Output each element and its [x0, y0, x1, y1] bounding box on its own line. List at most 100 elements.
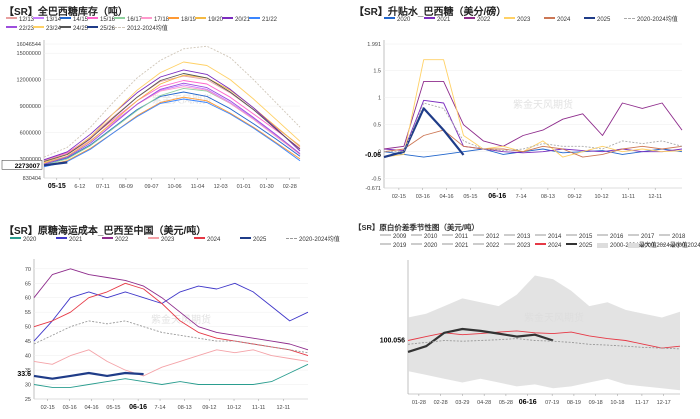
series-line-18-19 — [43, 96, 301, 167]
legend-label: 2023 — [517, 243, 531, 249]
legend-item-2024[interactable]: 2024 — [544, 16, 570, 25]
legend-item-17-18[interactable]: 17/18 — [141, 16, 169, 25]
legend-label: 2021 — [437, 17, 451, 23]
legend-item-2021[interactable]: 2021 — [442, 242, 468, 251]
legend-swatch — [597, 242, 608, 248]
y-tick-label: -0.06 — [365, 152, 381, 159]
legend-item-2012-2024[interactable]: 2012-2024均值 — [114, 25, 168, 34]
legend-label: 2012 — [486, 234, 500, 240]
legend-item-2019[interactable]: 2019 — [380, 242, 406, 251]
x-tick-label: 10-06 — [168, 184, 182, 190]
watermark-text: 紫金天风期货 — [513, 98, 573, 111]
legend-swatch — [535, 243, 546, 246]
chart-legend[interactable]: 2020 2021 2022 2023 2024 2025 2020-2024均值 — [384, 16, 684, 28]
legend-item-2015[interactable]: 2015 — [566, 233, 592, 242]
chart-legend[interactable]: 2009 2010 2011 2012 2013 2014 2015 2016 2017 2018… — [380, 233, 700, 263]
x-tick-label: 12-11 — [648, 194, 662, 200]
legend-swatch — [659, 243, 670, 245]
legend-label: 2020-2024均值 — [299, 237, 340, 243]
legend-label: 23/24 — [46, 26, 62, 32]
legend-item-16-17[interactable]: 16/17 — [114, 16, 142, 25]
legend-item-2024[interactable]: 2024 — [535, 242, 561, 251]
x-tick-label: 11-11 — [252, 405, 265, 411]
legend-item-2020[interactable]: 2020 — [384, 16, 410, 25]
legend-item-2009[interactable]: 2009 — [380, 233, 406, 242]
legend-item-2023[interactable]: 2023 — [148, 236, 174, 245]
legend-item-2016[interactable]: 2016 — [597, 233, 623, 242]
legend-item-18-19[interactable]: 18/19 — [168, 16, 196, 25]
legend-label: 14/15 — [73, 17, 89, 23]
legend-item-2020-2024[interactable]: 2020-2024均值 — [286, 236, 340, 245]
legend-item-2025[interactable]: 2025 — [584, 16, 610, 25]
legend-item-2018[interactable]: 2018 — [659, 233, 685, 242]
legend-item-2021[interactable]: 2021 — [424, 16, 450, 25]
legend-item-2011[interactable]: 2011 — [442, 233, 468, 242]
legend-item-2023[interactable]: 2023 — [504, 16, 530, 25]
x-tick-label: 04-16 — [440, 194, 454, 200]
legend-item-2000-2024[interactable]: 2000-2024最小值 — [628, 242, 688, 251]
legend-item-2017[interactable]: 2017 — [628, 233, 654, 242]
x-tick-label: 05-15 — [106, 405, 120, 411]
legend-item-20-21[interactable]: 20/21 — [222, 16, 250, 25]
legend-item-2010[interactable]: 2010 — [411, 233, 437, 242]
legend-item-2024[interactable]: 2024 — [194, 236, 220, 245]
legend-item-23-24[interactable]: 23/24 — [33, 25, 61, 34]
y-tick-label: 0.5 — [373, 123, 381, 129]
x-tick-label: 08-13 — [541, 194, 555, 200]
legend-swatch — [504, 234, 515, 237]
legend-item-15-16[interactable]: 15/16 — [87, 16, 115, 25]
chart-panel-white-raw-spread: 100.056 01-28 02-28 03-29 04-28 05-28 06-16 07-… — [350, 219, 700, 419]
legend-label: 12/13 — [19, 17, 35, 23]
legend-swatch — [628, 234, 639, 237]
legend-label: 2021 — [455, 243, 469, 249]
legend-label: 2025 — [579, 243, 593, 249]
legend-label: 2020 — [397, 17, 411, 23]
x-tick-label: 07-11 — [96, 184, 110, 190]
series-line-2023 — [383, 59, 683, 158]
chart-svg-basis: 1.991 1.5 1 0.5 0-0.06 -0.5 -0.671 02-15 03-16 04… — [365, 40, 683, 200]
x-tick-label: 02-28 — [283, 184, 297, 190]
series-line-17-18 — [43, 86, 301, 162]
legend-item-2022[interactable]: 2022 — [473, 242, 499, 251]
legend-item-22-23[interactable]: 22/23 — [6, 25, 34, 34]
legend-swatch — [442, 234, 453, 237]
legend-item-2012[interactable]: 2012 — [473, 233, 499, 242]
legend-swatch — [473, 234, 484, 237]
chart-title: 【SR】升贴水_巴西糖（美分/磅） — [354, 7, 507, 18]
legend-swatch — [535, 234, 546, 237]
chart-legend[interactable]: 12/13 13/14 14/15 15/16 16/17 17/18 18/19 19/20… — [6, 16, 306, 40]
legend-item-2014[interactable]: 2014 — [535, 233, 561, 242]
legend-item-2025[interactable]: 2025 — [240, 236, 266, 245]
x-tick-label: 10-12 — [227, 405, 241, 411]
legend-item-2020[interactable]: 2020 — [10, 236, 36, 245]
series-line-21-22 — [43, 98, 301, 168]
legend-item-2013[interactable]: 2013 — [504, 233, 530, 242]
legend-item-13-14[interactable]: 13/14 — [33, 16, 61, 25]
y-tick-label: 65 — [25, 281, 31, 287]
series-line-2012-2024 — [43, 45, 301, 158]
series-line-2020-2024 — [33, 320, 309, 354]
legend-item-24-25[interactable]: 24/25 — [60, 25, 88, 34]
x-tick-label: 08-13 — [178, 405, 192, 411]
chart-legend[interactable]: 2020 2021 2022 2023 2024 2025 2020-2024均值 — [10, 236, 340, 248]
legend-item-2020[interactable]: 2020 — [411, 242, 437, 251]
legend-item-2022[interactable]: 2022 — [102, 236, 128, 245]
watermark-text: 紫金天风期货 — [151, 313, 211, 326]
chart-title: 【SR】全巴西糖库存（吨） — [4, 7, 128, 18]
legend-label: 22/23 — [19, 26, 35, 32]
x-tick-label: 01-30 — [260, 184, 274, 190]
legend-item-14-15[interactable]: 14/15 — [60, 16, 88, 25]
legend-item-12-13[interactable]: 12/13 — [6, 16, 34, 25]
legend-item-2022[interactable]: 2022 — [464, 16, 490, 25]
legend-item-25-26[interactable]: 25/26 — [87, 25, 115, 34]
y-tick-label: 40 — [25, 354, 31, 360]
legend-item-2025[interactable]: 2025 — [566, 242, 592, 251]
legend-swatch — [380, 234, 391, 237]
legend-item-19-20[interactable]: 19/20 — [195, 16, 223, 25]
legend-item-2021[interactable]: 2021 — [56, 236, 82, 245]
legend-item-2023[interactable]: 2023 — [504, 242, 530, 251]
legend-item-2000-2024[interactable]: 2000-2024均值 — [659, 242, 700, 251]
legend-item-2020-2024[interactable]: 2020-2024均值 — [624, 16, 678, 25]
legend-item-21-22[interactable]: 21/22 — [249, 16, 277, 25]
legend-swatch — [102, 237, 113, 240]
